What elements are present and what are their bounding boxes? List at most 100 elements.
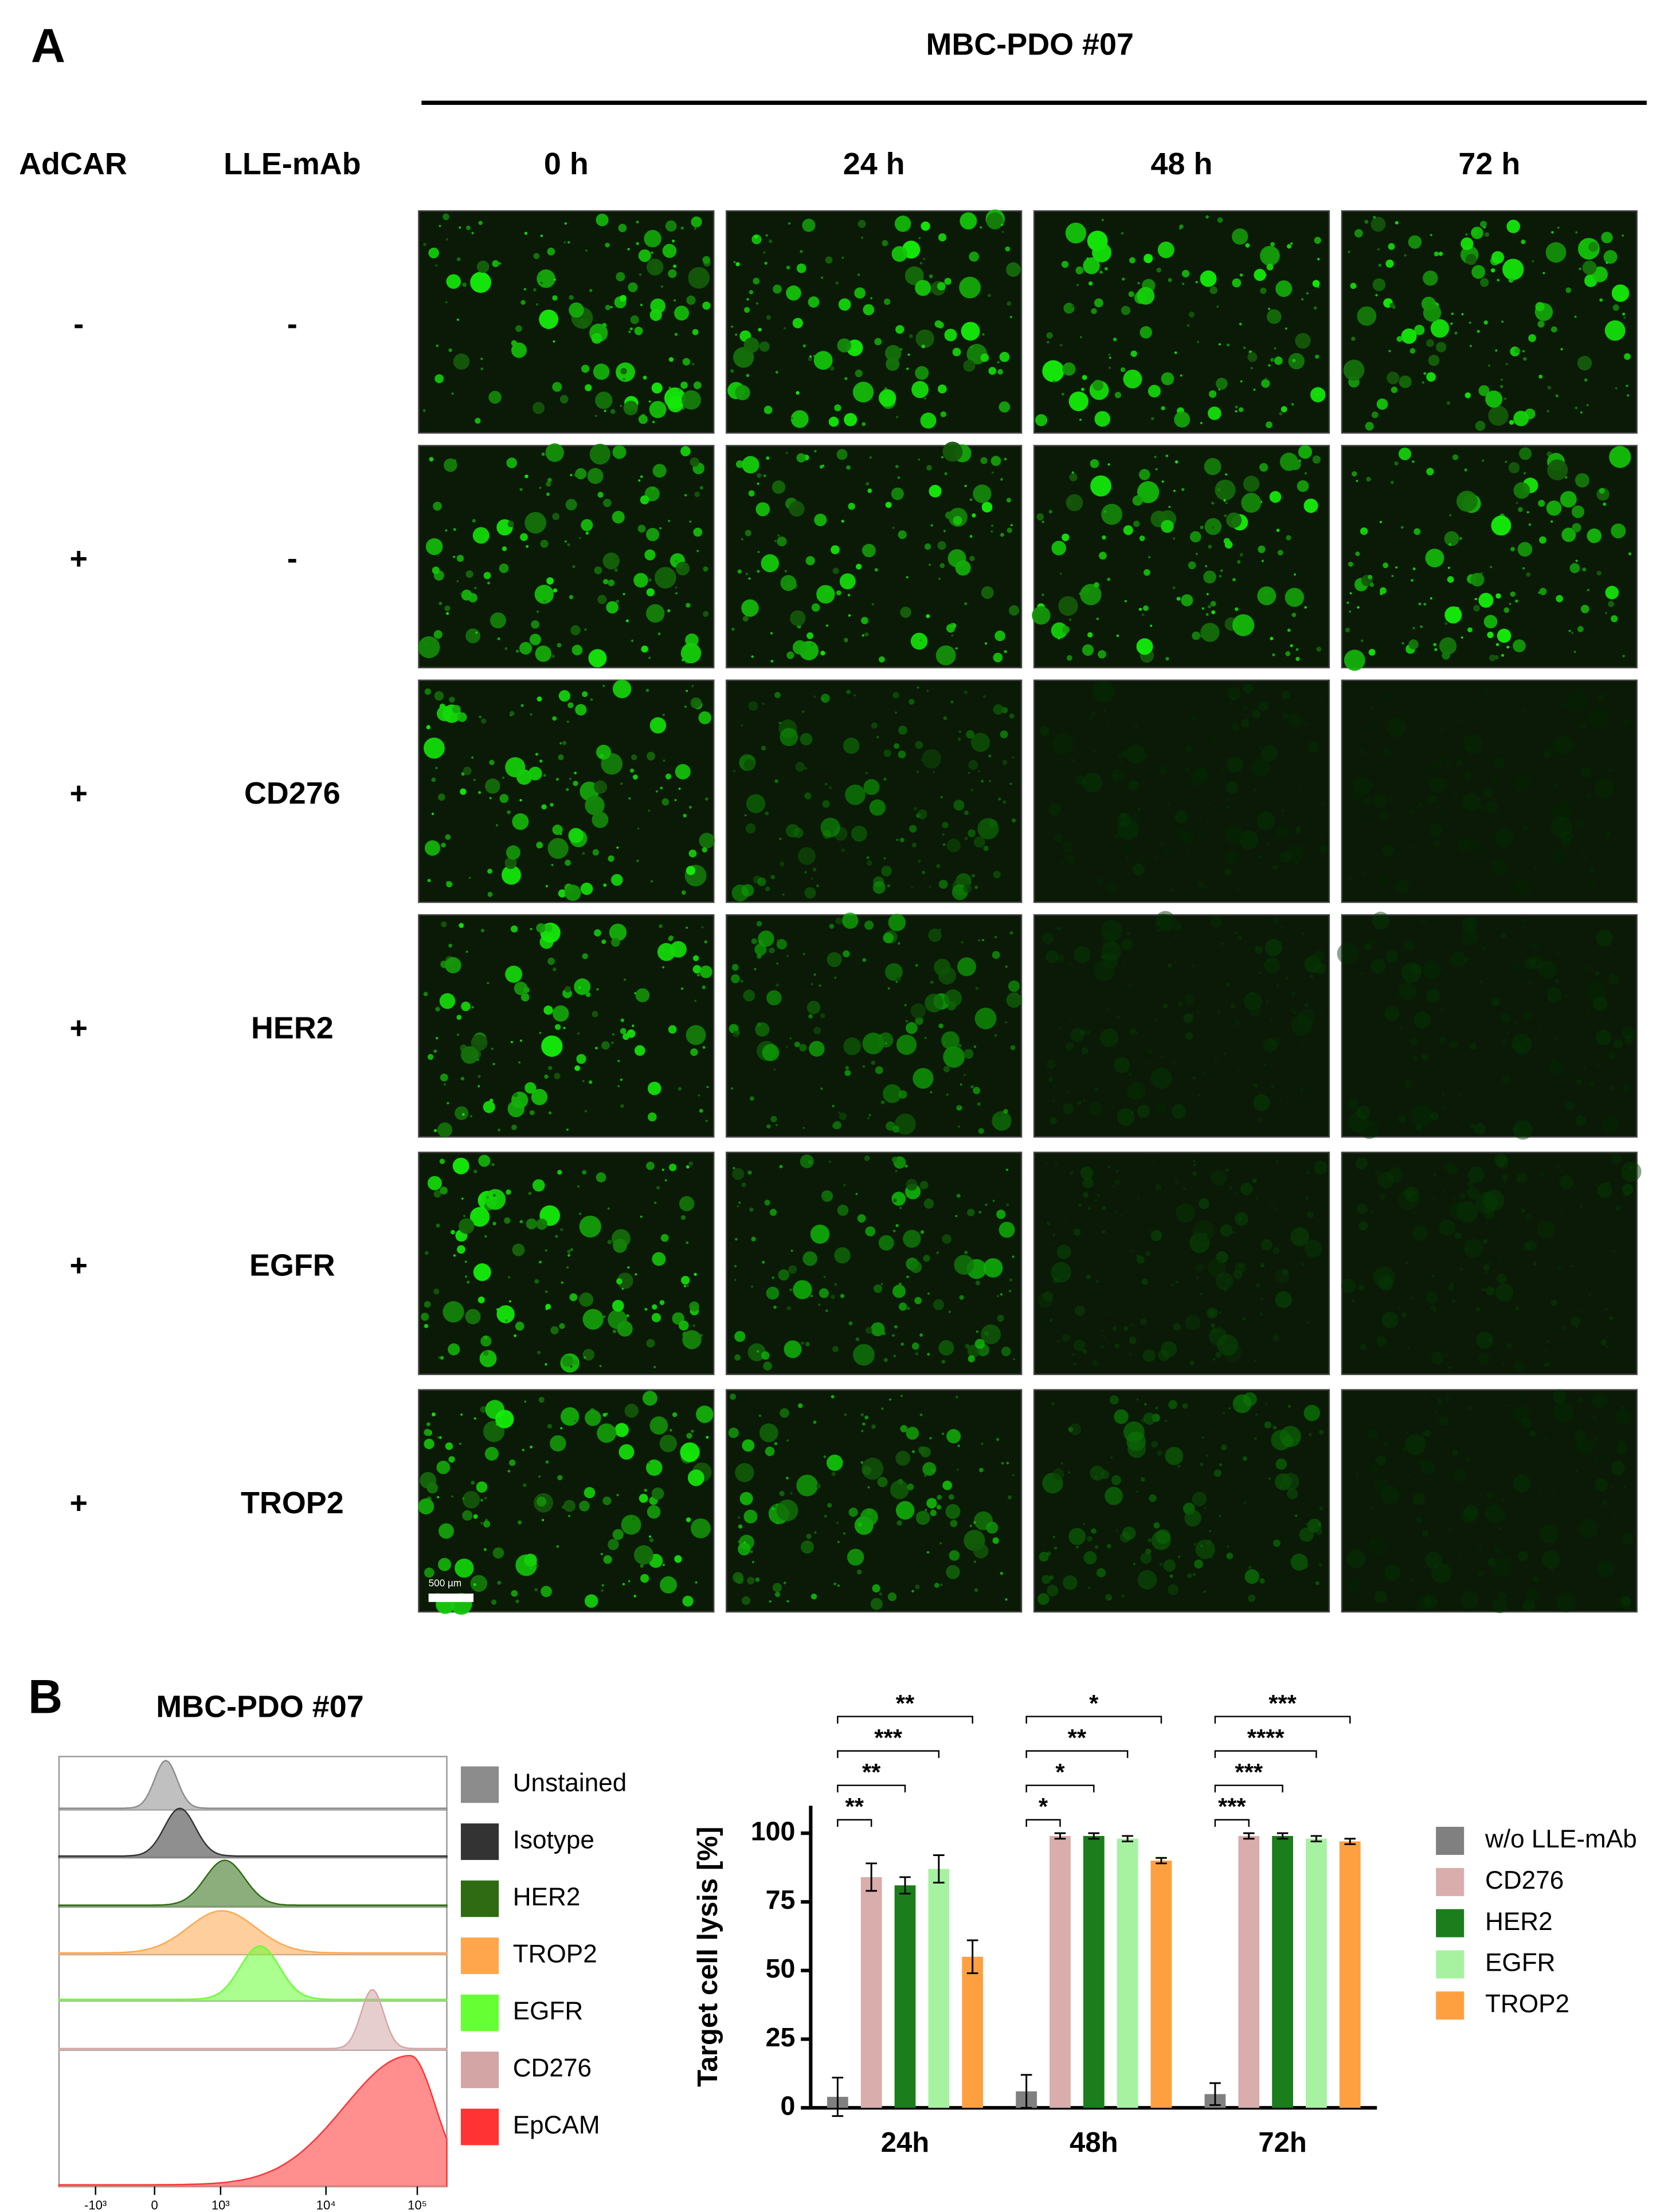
cell xyxy=(466,225,471,230)
cell xyxy=(734,1330,746,1342)
cell xyxy=(504,857,517,870)
cell xyxy=(1347,741,1350,743)
cell xyxy=(1253,839,1257,842)
cell xyxy=(1082,773,1103,793)
cell xyxy=(1420,1459,1435,1474)
cell xyxy=(1352,777,1372,796)
cell xyxy=(1564,759,1567,762)
cell xyxy=(1091,1528,1097,1534)
cell xyxy=(552,382,562,392)
cell xyxy=(1146,1040,1149,1042)
cell xyxy=(491,1599,497,1605)
cell xyxy=(1312,455,1321,464)
cell xyxy=(694,999,697,1002)
cell xyxy=(1012,1255,1015,1258)
cell xyxy=(589,444,611,465)
cell xyxy=(1105,1311,1108,1314)
cell xyxy=(1371,411,1379,418)
cell xyxy=(1462,917,1478,933)
cell xyxy=(1259,1578,1265,1584)
cell xyxy=(1090,475,1111,497)
cell xyxy=(596,213,609,226)
cell xyxy=(460,592,463,595)
cell xyxy=(1069,618,1072,621)
cell xyxy=(996,1209,1006,1219)
cell xyxy=(545,1290,548,1294)
cell xyxy=(1375,1590,1387,1603)
cell xyxy=(1055,954,1065,963)
cell xyxy=(1370,723,1376,729)
cell xyxy=(1274,356,1283,365)
cell xyxy=(1501,1174,1509,1181)
cell xyxy=(1221,942,1224,945)
cell xyxy=(1569,563,1580,573)
cell xyxy=(622,1033,629,1040)
cell xyxy=(686,1165,690,1169)
x-tick-label: 24h xyxy=(881,2127,929,2158)
cell xyxy=(473,1169,477,1173)
bar xyxy=(1150,1861,1172,2108)
cell xyxy=(904,266,924,285)
cell xyxy=(1156,1529,1171,1544)
cell xyxy=(1281,926,1283,929)
cell xyxy=(1071,471,1074,474)
cell xyxy=(1004,650,1007,653)
cell xyxy=(1373,878,1376,880)
cell xyxy=(1566,863,1570,866)
cell xyxy=(1449,1201,1469,1220)
cell xyxy=(978,770,981,773)
cell xyxy=(776,1521,779,1524)
cell xyxy=(701,926,704,929)
cell xyxy=(1216,378,1228,390)
cell xyxy=(1163,849,1171,857)
cell xyxy=(970,788,974,792)
cell xyxy=(1209,286,1218,295)
cell xyxy=(426,725,431,730)
cell xyxy=(926,1551,930,1554)
cell xyxy=(1121,306,1131,315)
cell xyxy=(786,954,789,957)
cell xyxy=(1548,1532,1550,1535)
cell xyxy=(1168,942,1171,945)
cell xyxy=(974,1588,978,1592)
cell xyxy=(483,1101,495,1113)
cell xyxy=(1444,606,1462,624)
legend-label: TROP2 xyxy=(513,1940,597,1968)
cell xyxy=(1287,712,1302,728)
column-header: AdCAR xyxy=(19,147,127,181)
cell xyxy=(1474,598,1477,601)
cell xyxy=(1528,929,1531,931)
cell xyxy=(433,1129,437,1133)
cell xyxy=(1174,460,1178,464)
cell xyxy=(649,1416,668,1435)
cell xyxy=(1487,1557,1496,1567)
cell xyxy=(1211,1170,1227,1186)
cell xyxy=(1012,1474,1015,1477)
cell xyxy=(699,965,712,978)
cell xyxy=(507,520,514,527)
cell xyxy=(804,887,816,899)
cell xyxy=(822,800,830,808)
cell xyxy=(783,1581,786,1584)
cell xyxy=(943,716,947,721)
cell xyxy=(1154,1184,1162,1191)
cell xyxy=(805,556,815,566)
cell xyxy=(1549,1059,1564,1075)
cell xyxy=(477,1296,485,1303)
cell xyxy=(904,1164,908,1168)
cell xyxy=(788,1265,797,1274)
legend-label: CD276 xyxy=(513,2054,592,2082)
cell xyxy=(1306,1170,1310,1174)
cell xyxy=(1553,784,1559,789)
legend-swatch xyxy=(1436,1950,1465,1979)
cell xyxy=(1576,1325,1579,1328)
cell xyxy=(491,1163,495,1166)
cell xyxy=(438,601,443,605)
cell xyxy=(1503,397,1507,400)
cell xyxy=(1113,774,1118,779)
cell xyxy=(1354,229,1363,238)
cell xyxy=(940,411,946,417)
cell xyxy=(893,1230,896,1232)
cell xyxy=(1509,420,1514,425)
cell xyxy=(770,875,776,880)
